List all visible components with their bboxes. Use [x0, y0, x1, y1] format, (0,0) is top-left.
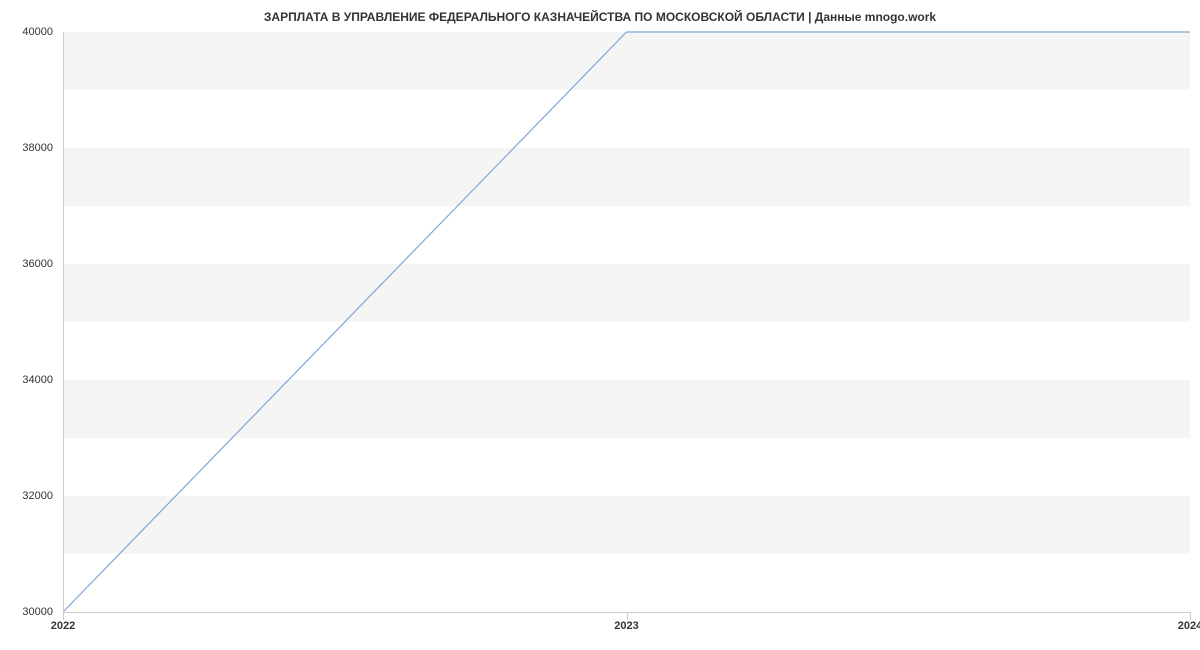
x-tick-label: 2023	[614, 620, 638, 632]
x-tick-mark	[627, 612, 628, 620]
y-tick-label: 40000	[22, 26, 53, 38]
x-tick-mark	[1190, 612, 1191, 620]
y-tick-label: 38000	[22, 142, 53, 154]
chart-title: ЗАРПЛАТА В УПРАВЛЕНИЕ ФЕДЕРАЛЬНОГО КАЗНА…	[0, 10, 1200, 24]
x-tick-label: 2022	[51, 620, 75, 632]
x-tick-mark	[63, 612, 64, 620]
x-axis-line	[63, 612, 1190, 613]
plot-area: 3000032000340003600038000400002022202320…	[63, 32, 1190, 612]
y-tick-label: 30000	[22, 606, 53, 618]
line-layer	[63, 32, 1190, 612]
chart-container: ЗАРПЛАТА В УПРАВЛЕНИЕ ФЕДЕРАЛЬНОГО КАЗНА…	[0, 0, 1200, 650]
x-tick-label: 2024	[1178, 620, 1200, 632]
y-tick-label: 32000	[22, 490, 53, 502]
series-line	[63, 32, 1190, 612]
y-axis-line	[63, 32, 64, 612]
y-tick-label: 34000	[22, 374, 53, 386]
y-tick-label: 36000	[22, 258, 53, 270]
